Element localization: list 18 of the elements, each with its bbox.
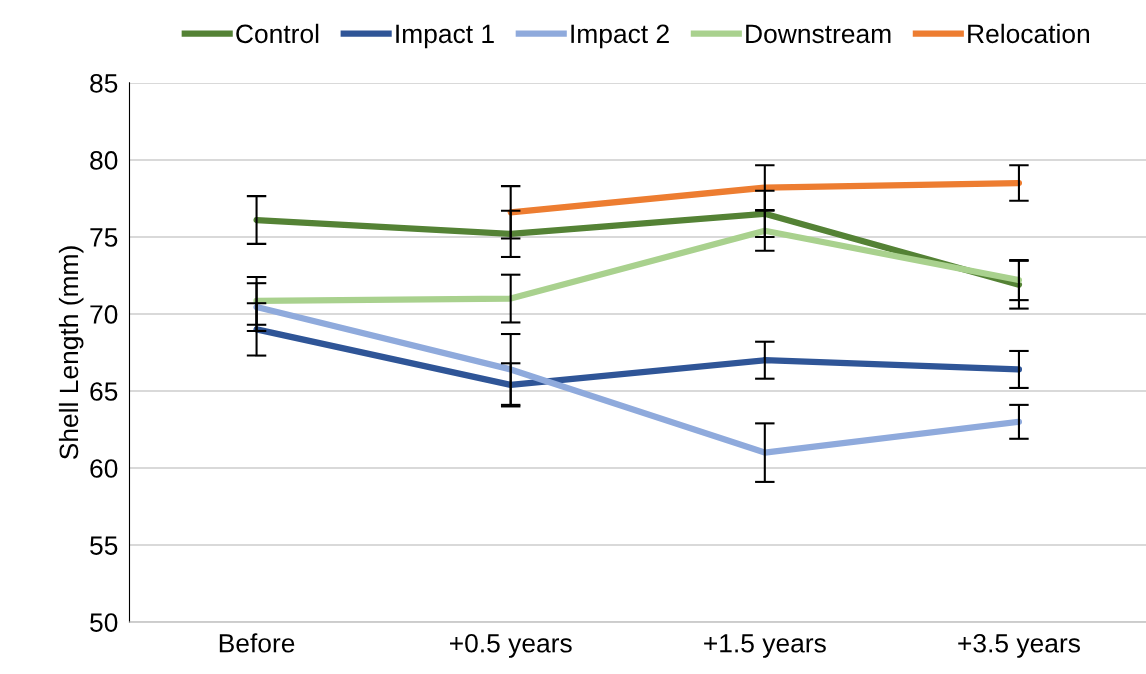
y-tick-label: 80 (90, 151, 118, 170)
legend-label: Impact 2 (571, 24, 669, 49)
y-tick-label: 50 (90, 613, 118, 632)
legend-label: Control (236, 23, 319, 44)
x-tick-label: +1.5 years (704, 634, 826, 658)
y-axis-title: Shell Length (mm) (58, 246, 84, 460)
y-tick-label: 55 (90, 536, 118, 555)
x-tick-label: +3.5 years (958, 633, 1080, 658)
y-tick-label: 65 (90, 382, 118, 401)
legend-label: Downstream (746, 24, 891, 44)
legend-label: Relocation (968, 23, 1090, 44)
y-tick-label: 60 (90, 459, 118, 478)
y-tick-label: 85 (90, 74, 118, 93)
x-tick-label: Before (219, 633, 295, 653)
x-tick-label: +0.5 years (450, 633, 572, 658)
y-tick-label: 70 (90, 305, 118, 324)
legend-label: Impact 1 (396, 24, 494, 49)
y-tick-label: 75 (90, 228, 118, 247)
